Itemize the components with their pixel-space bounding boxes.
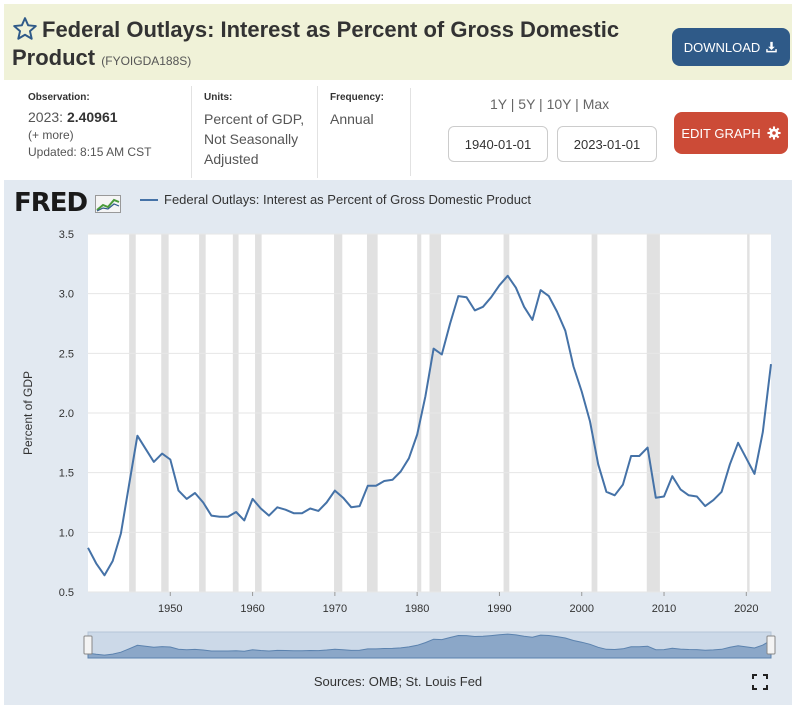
edit-graph-button[interactable]: EDIT GRAPH bbox=[674, 112, 788, 154]
line-chart: 0.5 1.0 1.5 2.0 2.5 3.0 3.5 1950 1960 1970 1980 199… bbox=[21, 229, 776, 659]
units-line-3: Adjusted bbox=[204, 151, 259, 167]
fullscreen-icon[interactable] bbox=[752, 674, 768, 690]
observation-period: 2023: bbox=[28, 109, 64, 125]
fred-logo-text: FRED bbox=[14, 188, 88, 218]
units-block: Units: Percent of GDP, Not Seasonally Ad… bbox=[191, 86, 316, 178]
range-10y[interactable]: 10Y bbox=[546, 96, 572, 112]
y-tick-label: 3.0 bbox=[59, 289, 74, 301]
series-info: Observation: 2023: 2.40961 (+ more) Upda… bbox=[28, 86, 418, 178]
y-tick-label: 1.5 bbox=[59, 468, 74, 480]
chart-legend: Federal Outlays: Interest as Percent of … bbox=[140, 192, 531, 207]
plot-area: 0.5 1.0 1.5 2.0 2.5 3.0 3.5 1950 1960 1970 1980 199… bbox=[21, 229, 776, 659]
observation-line: 2023: 2.40961 bbox=[28, 109, 188, 125]
page-title-text: Federal Outlays: Interest as Percent of … bbox=[12, 17, 620, 70]
range-1y[interactable]: 1Y bbox=[490, 96, 507, 112]
star-icon[interactable] bbox=[12, 16, 38, 42]
download-button[interactable]: DOWNLOAD bbox=[672, 28, 790, 66]
more-link[interactable]: (+ more) bbox=[28, 128, 74, 142]
units-line-2: Not Seasonally bbox=[204, 131, 299, 147]
frequency-block: Frequency: Annual bbox=[317, 86, 417, 178]
fred-logo-chart-icon bbox=[95, 195, 122, 213]
updated-text: Updated: 8:15 AM CST bbox=[28, 145, 152, 159]
navigator-series bbox=[87, 633, 772, 659]
end-date-input[interactable]: 2023-01-01 bbox=[557, 126, 657, 162]
y-tick-label: 0.5 bbox=[59, 587, 74, 599]
y-tick-label: 1.0 bbox=[59, 527, 74, 539]
page-header: Federal Outlays: Interest as Percent of … bbox=[4, 4, 792, 80]
x-tick-label: 1970 bbox=[323, 603, 347, 615]
navigator-handle[interactable] bbox=[766, 635, 776, 655]
x-tick-label: 1950 bbox=[158, 603, 182, 615]
chart-panel: FRED Federal Outlays: Interest as Percen… bbox=[4, 180, 792, 705]
x-tick-label: 2020 bbox=[734, 603, 758, 615]
series-id: (FYOIGDA188S) bbox=[101, 54, 192, 68]
navigator-handle[interactable] bbox=[83, 635, 93, 655]
x-tick-label: 2010 bbox=[652, 603, 676, 615]
units-value: Percent of GDP, Not Seasonally Adjusted bbox=[204, 109, 316, 169]
y-tick-label: 2.0 bbox=[59, 408, 74, 420]
range-max[interactable]: Max bbox=[582, 96, 610, 112]
range-selector: 1Y | 5Y | 10Y | Max bbox=[490, 96, 610, 112]
y-axis-label: Percent of GDP bbox=[21, 371, 35, 455]
download-icon bbox=[766, 41, 778, 52]
download-label: DOWNLOAD bbox=[683, 39, 761, 55]
fred-logo: FRED bbox=[14, 188, 122, 218]
observation-label: Observation: bbox=[28, 92, 90, 103]
legend-swatch bbox=[140, 198, 158, 201]
sources-text: Sources: OMB; St. Louis Fed bbox=[313, 674, 483, 689]
x-tick-label: 1980 bbox=[405, 603, 429, 615]
y-tick-label: 3.5 bbox=[59, 229, 74, 241]
observation-value: 2.40961 bbox=[66, 109, 118, 125]
series-line bbox=[87, 274, 772, 577]
legend-label: Federal Outlays: Interest as Percent of … bbox=[164, 192, 532, 207]
x-tick-label: 1960 bbox=[240, 603, 264, 615]
range-5y[interactable]: 5Y bbox=[518, 96, 536, 112]
x-tick-label: 2000 bbox=[569, 603, 593, 615]
start-date-input[interactable]: 1940-01-01 bbox=[448, 126, 548, 162]
frequency-label: Frequency: bbox=[330, 92, 384, 103]
divider bbox=[410, 88, 411, 176]
x-tick-label: 1990 bbox=[487, 603, 511, 615]
frequency-value: Annual bbox=[330, 111, 374, 127]
observation-block: Observation: 2023: 2.40961 (+ more) Upda… bbox=[28, 86, 188, 178]
units-label: Units: bbox=[204, 92, 233, 103]
gear-icon bbox=[767, 126, 781, 140]
units-line-1: Percent of GDP, bbox=[204, 111, 305, 127]
y-tick-label: 2.5 bbox=[59, 348, 74, 360]
edit-graph-label: EDIT GRAPH bbox=[681, 125, 761, 141]
page-title: Federal Outlays: Interest as Percent of … bbox=[12, 16, 652, 75]
